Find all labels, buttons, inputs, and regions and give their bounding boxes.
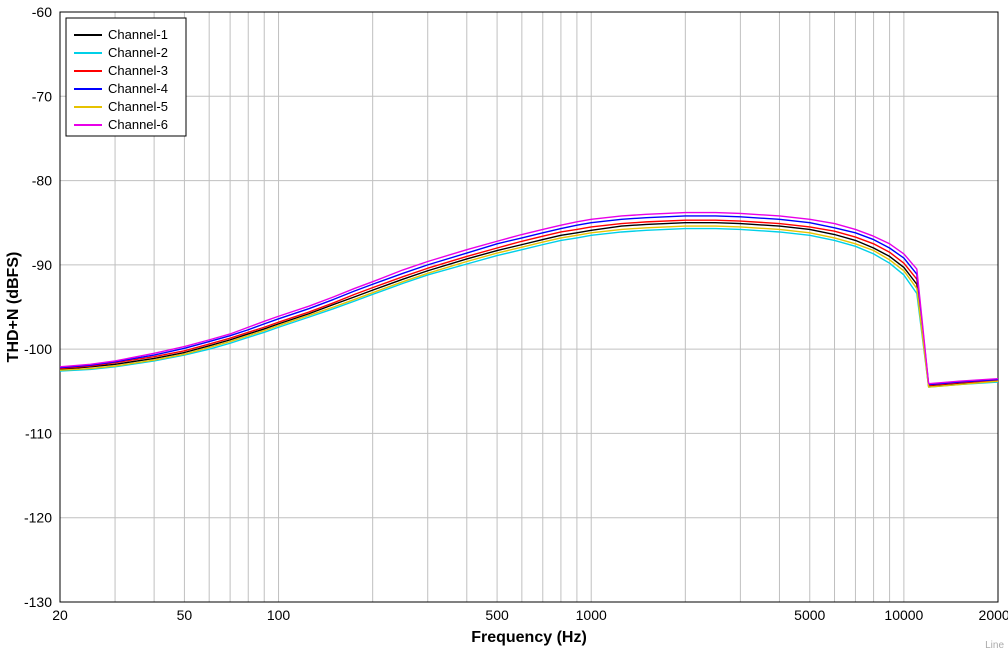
legend-label: Channel-6 [108, 117, 168, 132]
x-tick-label: 500 [485, 607, 509, 623]
y-tick-label: -80 [32, 173, 52, 189]
x-tick-label: 5000 [794, 607, 825, 623]
corner-label: Line [985, 640, 1004, 651]
y-tick-label: -110 [25, 425, 52, 441]
thdn-frequency-chart: 20 50 100 500 1000 5000 10000 20000 -130 -120 -110… [0, 0, 1008, 652]
y-tick-label: -70 [32, 88, 52, 104]
y-tick-label: -100 [24, 341, 52, 357]
x-tick-label: 100 [267, 607, 291, 623]
y-tick-label: -60 [32, 4, 52, 20]
x-tick-label: 10000 [884, 607, 923, 623]
x-tick-label: 50 [177, 607, 193, 623]
legend-label: Channel-2 [108, 45, 168, 60]
y-tick-label: -120 [24, 510, 52, 526]
y-tick-label: -90 [32, 257, 52, 273]
x-tick-label: 1000 [576, 607, 607, 623]
chart-svg: 20 50 100 500 1000 5000 10000 20000 -130 -120 -110… [0, 0, 1008, 652]
y-axis-label: THD+N (dBFS) [5, 252, 22, 363]
legend-label: Channel-4 [108, 81, 168, 96]
legend-label: Channel-5 [108, 99, 168, 114]
x-axis-label: Frequency (Hz) [471, 629, 587, 646]
x-tick-label: 20000 [979, 607, 1008, 623]
legend-label: Channel-3 [108, 63, 168, 78]
y-tick-label: -130 [24, 594, 52, 610]
x-tick-label: 20 [52, 607, 68, 623]
legend-label: Channel-1 [108, 27, 168, 42]
